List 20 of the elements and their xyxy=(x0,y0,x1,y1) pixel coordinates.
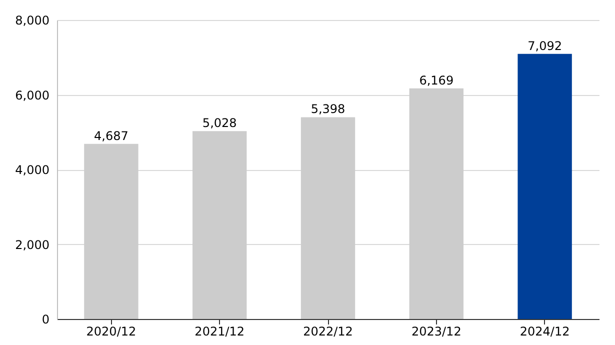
data-label: 5,028 xyxy=(202,116,237,130)
x-tick-label: 2021/12 xyxy=(194,324,245,338)
bar xyxy=(518,54,572,319)
bar xyxy=(300,117,356,319)
bar xyxy=(192,131,247,319)
data-label: 4,687 xyxy=(94,128,128,143)
data-label: 6,169 xyxy=(419,73,454,88)
data-label: 5,398 xyxy=(310,102,346,116)
x-tick-label: 2024/12 xyxy=(520,324,570,338)
data-label: 7,092 xyxy=(528,38,562,53)
bar xyxy=(409,88,464,319)
bar xyxy=(84,144,138,319)
y-tick-label: 4,000 xyxy=(15,163,50,177)
x-tick-label: 2020/12 xyxy=(86,324,136,338)
y-tick-label: 6,000 xyxy=(15,88,50,102)
y-tick-label: 0 xyxy=(42,312,50,326)
y-tick-label: 8,000 xyxy=(15,14,50,28)
x-tick-label: 2022/12 xyxy=(303,324,353,338)
y-tick-label: 2,000 xyxy=(15,238,50,252)
x-tick-label: 2023/12 xyxy=(411,324,462,338)
